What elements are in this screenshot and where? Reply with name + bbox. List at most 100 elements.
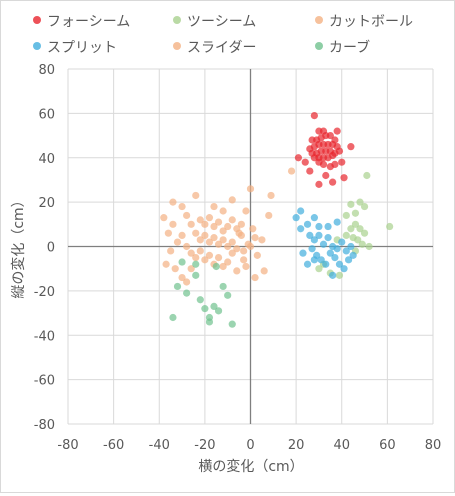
data-point <box>344 256 353 264</box>
data-point <box>196 216 204 224</box>
data-point <box>267 191 275 200</box>
data-point <box>340 174 348 182</box>
data-point <box>306 231 314 240</box>
data-point <box>240 247 248 255</box>
data-point <box>315 222 323 231</box>
data-point <box>340 265 348 273</box>
data-point <box>251 234 259 242</box>
data-point <box>178 202 186 211</box>
legend-label: ツーシーム <box>187 14 256 30</box>
data-point <box>338 158 346 166</box>
data-point <box>233 225 241 233</box>
data-point <box>329 271 337 279</box>
data-point <box>201 231 209 240</box>
legend-label: カットボール <box>329 14 413 30</box>
data-point <box>347 225 355 233</box>
data-point <box>358 240 366 248</box>
data-point <box>169 313 177 322</box>
tick-labels: -80 -60 -40 -20 0 20 40 60 80 -80 -60 -40 -20 0 20 40 60… <box>34 63 442 453</box>
data-point <box>253 251 261 259</box>
data-point <box>214 307 223 315</box>
data-point <box>201 305 209 313</box>
data-point <box>306 167 314 175</box>
data-point <box>196 247 204 255</box>
x-tick-label: 0 <box>246 438 254 453</box>
data-point <box>246 242 255 251</box>
data-point <box>219 207 227 215</box>
y-tick-label: 40 <box>38 152 55 167</box>
data-point <box>205 318 214 326</box>
data-point <box>183 289 191 297</box>
data-point <box>169 220 177 228</box>
data-point <box>324 222 332 231</box>
data-point <box>192 191 200 200</box>
data-point <box>178 231 186 240</box>
data-point <box>169 198 177 206</box>
data-point <box>237 220 245 228</box>
data-point <box>228 320 236 328</box>
y-tick-label: -20 <box>34 285 55 300</box>
x-tick-label: 40 <box>333 438 350 453</box>
data-point <box>214 253 223 262</box>
data-point <box>310 214 318 222</box>
data-point <box>297 225 305 233</box>
data-point <box>205 251 214 259</box>
data-point <box>205 214 214 222</box>
data-point <box>187 265 195 273</box>
data-point <box>258 236 266 244</box>
data-point <box>294 154 303 162</box>
data-point <box>331 160 339 169</box>
data-point <box>214 240 223 248</box>
data-point <box>349 234 357 242</box>
data-point <box>228 196 236 204</box>
data-point <box>324 234 332 242</box>
data-point <box>333 218 341 226</box>
data-point <box>310 111 318 120</box>
x-axis-label: 横の変化（cm） <box>198 458 303 475</box>
data-point <box>386 222 394 231</box>
data-point <box>326 249 334 257</box>
data-point <box>219 282 227 291</box>
data-point <box>287 167 296 175</box>
data-point <box>224 242 232 251</box>
data-point <box>212 262 220 271</box>
x-tick-label: 60 <box>379 438 396 453</box>
data-point <box>265 211 273 220</box>
data-point <box>201 256 209 264</box>
legend-label: カーブ <box>329 39 370 56</box>
y-tick-label: -60 <box>34 374 55 389</box>
data-point <box>319 240 328 248</box>
data-point <box>315 265 323 273</box>
data-point <box>219 227 227 235</box>
y-axis-label: 縦の変化（cm） <box>10 193 27 298</box>
data-point <box>246 185 255 193</box>
data-point <box>242 207 250 215</box>
data-point <box>326 131 334 140</box>
data-point <box>224 258 232 266</box>
data-point <box>342 211 350 220</box>
data-point <box>251 273 259 282</box>
legend-label: スプリット <box>47 40 117 56</box>
data-point <box>249 225 257 233</box>
x-tick-label: -40 <box>149 438 170 453</box>
legend-marker <box>33 42 41 50</box>
data-point <box>162 260 170 268</box>
y-tick-label: 20 <box>38 196 55 211</box>
data-point <box>301 158 309 166</box>
data-point <box>329 151 337 160</box>
data-point <box>210 202 218 211</box>
data-point <box>171 265 179 273</box>
data-point <box>192 229 200 237</box>
x-tick-label: -60 <box>103 438 124 453</box>
data-point <box>196 236 204 244</box>
y-tick-label: 0 <box>47 241 55 256</box>
data-point <box>329 178 337 186</box>
data-point <box>178 273 186 282</box>
data-point <box>363 171 371 180</box>
data-point <box>228 249 236 257</box>
data-point <box>160 214 168 222</box>
legend-marker <box>33 16 41 24</box>
data-point <box>335 271 344 279</box>
legend-label: フォーシーム <box>47 14 130 30</box>
